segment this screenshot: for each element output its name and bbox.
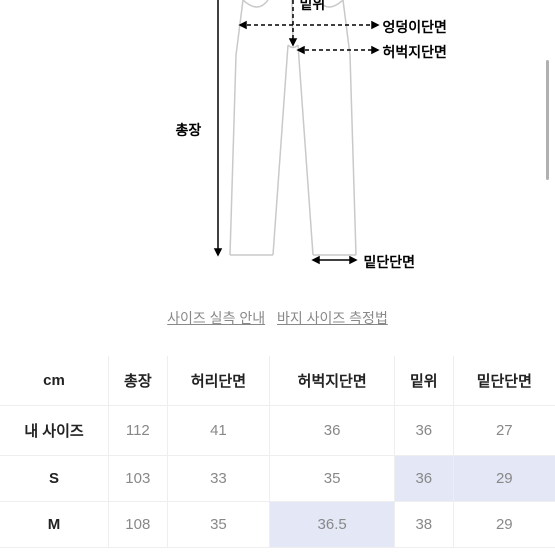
pants-diagram: 밑위 엉덩이단면 허벅지단면 총장 밑단단면: [108, 0, 448, 300]
cell: 36: [395, 406, 454, 456]
unit-header: cm: [0, 356, 109, 406]
table-row: S10333353629: [0, 456, 555, 502]
link-size-guide[interactable]: 사이즈 실측 안내: [167, 310, 265, 326]
table-row: M1083536.53829: [0, 502, 555, 548]
col-header: 허리단면: [167, 356, 270, 406]
cell: 112: [109, 406, 168, 456]
cell: 29: [453, 502, 555, 548]
cell: 35: [167, 502, 270, 548]
row-label: M: [0, 502, 109, 548]
cell: 41: [167, 406, 270, 456]
cell: 108: [109, 502, 168, 548]
size-table: cm 총장 허리단면 허벅지단면 밑위 밑단단면 내 사이즈1124136362…: [0, 356, 555, 548]
col-header: 총장: [109, 356, 168, 406]
table-header-row: cm 총장 허리단면 허벅지단면 밑위 밑단단면: [0, 356, 555, 406]
label-hip: 엉덩이단면: [383, 17, 447, 37]
cell: 35: [270, 456, 395, 502]
cell: 29: [453, 456, 555, 502]
row-label: S: [0, 456, 109, 502]
cell: 38: [395, 502, 454, 548]
row-label: 내 사이즈: [0, 406, 109, 456]
cell: 36: [270, 406, 395, 456]
label-thigh: 허벅지단면: [383, 42, 447, 62]
cell: 36: [395, 456, 454, 502]
cell: 36.5: [270, 502, 395, 548]
col-header: 밑단단면: [453, 356, 555, 406]
table-row: 내 사이즈11241363627: [0, 406, 555, 456]
scrollbar-thumb[interactable]: [546, 60, 549, 180]
label-rise: 밑위: [300, 0, 326, 14]
cell: 103: [109, 456, 168, 502]
label-length: 총장: [176, 120, 202, 140]
col-header: 허벅지단면: [270, 356, 395, 406]
link-measure-how[interactable]: 바지 사이즈 측정법: [277, 310, 388, 326]
size-links: 사이즈 실측 안내 바지 사이즈 측정법: [0, 308, 555, 328]
col-header: 밑위: [395, 356, 454, 406]
cell: 27: [453, 406, 555, 456]
cell: 33: [167, 456, 270, 502]
label-hem: 밑단단면: [364, 252, 416, 272]
